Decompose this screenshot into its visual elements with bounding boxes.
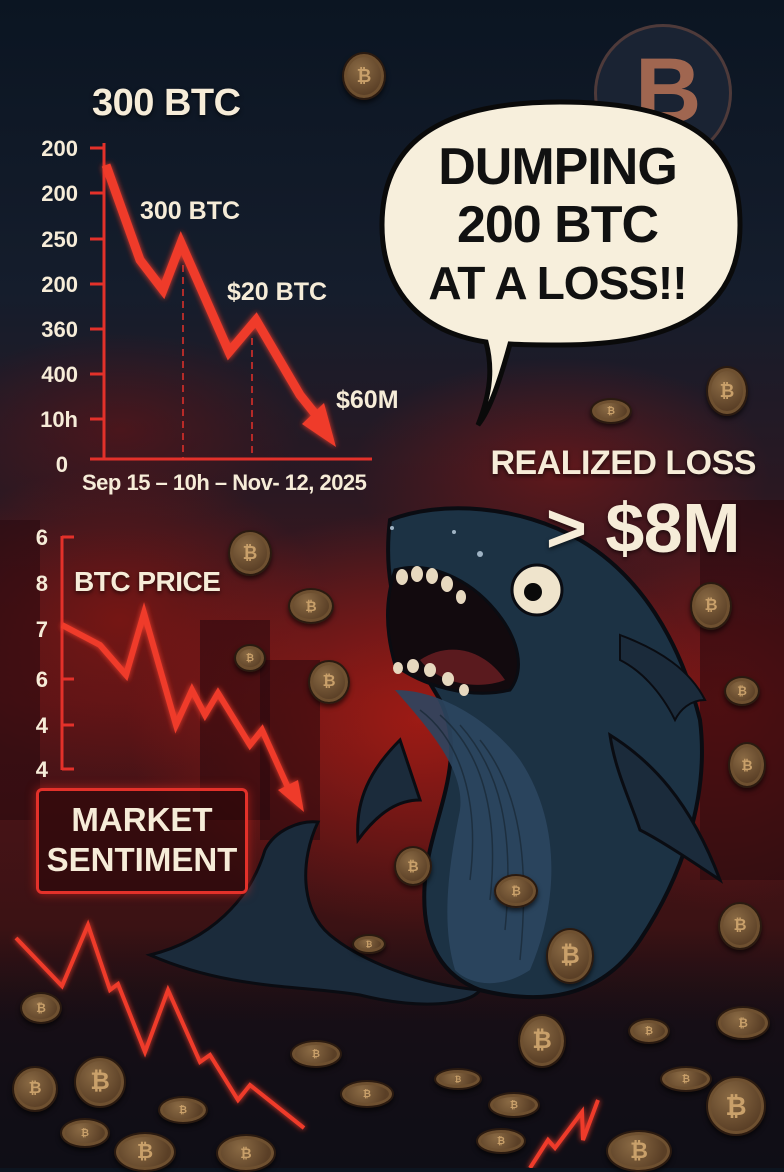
y-tick: 4	[35, 713, 48, 738]
y-tick: 250	[41, 227, 78, 252]
city-silhouette	[0, 520, 40, 820]
bitcoin-coin-icon: ₿	[308, 660, 350, 704]
bitcoin-coin-icon: ₿	[518, 1014, 566, 1068]
bitcoin-coin-icon: ₿	[288, 588, 334, 624]
bitcoin-coin-icon: ₿	[606, 1130, 672, 1172]
bitcoin-coin-icon: ₿	[352, 934, 386, 954]
sentiment-zigzag-line	[14, 919, 600, 1168]
bitcoin-coin-icon: ₿	[488, 1092, 540, 1118]
bitcoin-coin-icon: ₿	[234, 644, 266, 672]
bitcoin-coin-icon: ₿	[60, 1118, 110, 1148]
bitcoin-coin-icon: ₿	[476, 1128, 526, 1154]
market-sentiment-line: SENTIMENT	[46, 841, 238, 878]
market-sentiment-label: MARKET SENTIMENT	[36, 800, 248, 880]
bitcoin-coin-icon: ₿	[494, 874, 538, 908]
bitcoin-coin-icon: ₿	[158, 1096, 208, 1124]
bitcoin-coin-icon: ₿	[660, 1066, 712, 1092]
bitcoin-coin-icon: ₿	[340, 1080, 394, 1108]
bubble-line: 200 BTC	[456, 196, 659, 254]
bitcoin-coin-icon: ₿	[590, 398, 632, 424]
y-tick: 6	[35, 525, 48, 550]
bitcoin-coin-icon: ₿	[724, 676, 760, 706]
bitcoin-coin-icon: ₿	[546, 928, 594, 984]
y-tick: 200	[41, 181, 78, 206]
btc-price-chart-axes	[60, 535, 74, 771]
btc-price-title: BTC PRICE	[74, 566, 221, 597]
bitcoin-coin-icon: ₿	[114, 1132, 176, 1172]
chart-annotation: $20 BTC	[227, 278, 328, 306]
y-tick: 200	[41, 272, 78, 297]
y-tick: 200	[41, 136, 78, 161]
bubble-line: DUMPING	[438, 138, 678, 196]
y-tick: 7	[35, 617, 48, 642]
y-tick: 8	[35, 571, 48, 596]
market-sentiment-box	[36, 788, 248, 894]
y-tick: 0	[55, 452, 68, 477]
bitcoin-coin-icon: ₿	[12, 1066, 58, 1112]
bitcoin-coin-icon: ₿	[728, 742, 766, 788]
realized-loss-label: REALIZED LOSS	[490, 444, 756, 482]
bitcoin-coin-icon: ₿	[20, 992, 62, 1024]
top-chart-title: 300 BTC	[92, 82, 241, 124]
y-tick: 10h	[40, 407, 78, 432]
y-tick: 4	[35, 757, 48, 782]
btc-price-chart-line	[60, 602, 304, 812]
bitcoin-coin-icon: ₿	[706, 366, 748, 416]
top-chart-axes	[90, 143, 372, 461]
bitcoin-coin-icon: ₿	[394, 846, 432, 886]
bitcoin-coin-icon: ₿	[74, 1056, 126, 1108]
bitcoin-coin-icon: ₿	[716, 1006, 770, 1040]
bitcoin-coin-icon: ₿	[434, 1068, 482, 1090]
chart-annotation: $60M	[336, 386, 399, 414]
chart-annotation: 300 BTC	[140, 197, 241, 225]
bitcoin-coin-icon: ₿	[290, 1040, 342, 1068]
realized-loss-value: > $8M	[546, 489, 741, 567]
y-tick: 400	[41, 362, 78, 387]
market-sentiment-line: MARKET	[71, 801, 213, 838]
y-tick: 6	[35, 667, 48, 692]
top-chart-line	[101, 163, 336, 447]
y-tick: 360	[41, 317, 78, 342]
bitcoin-coin-icon: ₿	[718, 902, 762, 950]
whale-illustration	[145, 506, 724, 1006]
bitcoin-coin-icon: ₿	[216, 1134, 276, 1172]
bitcoin-coin-icon: ₿	[228, 530, 272, 576]
bitcoin-coin-icon: ₿	[690, 582, 732, 630]
speech-bubble-text: DUMPING 200 BTC AT A LOSS!!	[385, 138, 730, 312]
bubble-line: AT A LOSS!!	[428, 257, 687, 309]
bitcoin-coin-icon: ₿	[706, 1076, 766, 1136]
top-chart-x-axis-label: Sep 15 – 10h – Nov- 12, 2025	[82, 470, 367, 495]
bitcoin-coin-icon: ₿	[342, 52, 386, 100]
speech-bubble	[379, 99, 743, 427]
bitcoin-coin-icon: ₿	[628, 1018, 670, 1044]
